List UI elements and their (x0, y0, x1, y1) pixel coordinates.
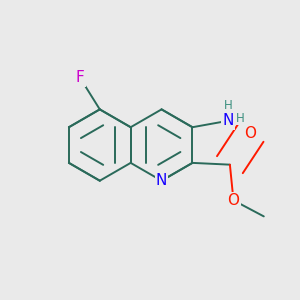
Text: H: H (224, 98, 233, 112)
Text: N: N (156, 173, 167, 188)
Text: O: O (227, 193, 239, 208)
Text: H: H (236, 112, 245, 125)
Text: N: N (222, 113, 234, 128)
Text: F: F (76, 70, 85, 86)
Text: O: O (244, 126, 256, 141)
